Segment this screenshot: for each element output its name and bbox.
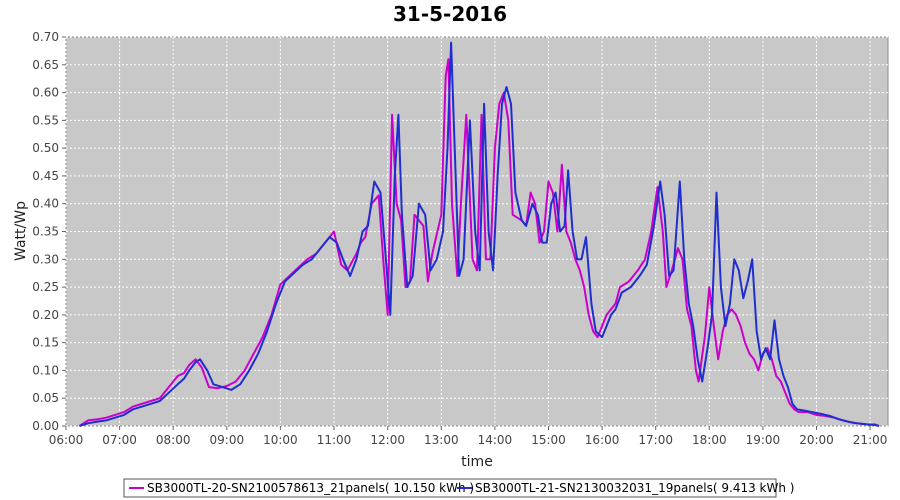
- series-line-2: [79, 41, 880, 427]
- legend-entry-2: SB3000TL-21-SN2130032031_19panels( 9.413…: [475, 481, 794, 495]
- y-tick-label: 0.15: [32, 336, 59, 350]
- y-tick-label: 0.00: [32, 419, 59, 433]
- y-axis-label: Watt/Wp: [13, 201, 29, 261]
- y-tick-label: 0.55: [32, 113, 59, 127]
- x-axis-label: time: [461, 454, 493, 470]
- x-tick-label: 20:00: [799, 433, 834, 447]
- legend-entry-1: SB3000TL-20-SN2100578613_21panels( 10.15…: [147, 481, 474, 495]
- y-tick-label: 0.65: [32, 58, 59, 72]
- x-tick-label: 12:00: [370, 433, 405, 447]
- x-tick-label: 19:00: [746, 433, 781, 447]
- y-tick-label: 0.10: [32, 363, 59, 377]
- x-tick-label: 21:00: [853, 433, 888, 447]
- x-tick-label: 13:00: [424, 433, 459, 447]
- x-tick-label: 07:00: [102, 433, 137, 447]
- x-tick-label: 15:00: [531, 433, 566, 447]
- y-axis-ticks: 0.00 0.05 0.10 0.15 0.20 0.25 0.30 0.35 0.40 0.45…: [32, 30, 66, 433]
- y-tick-label: 0.40: [32, 197, 59, 211]
- y-tick-label: 0.45: [32, 169, 59, 183]
- x-tick-label: 09:00: [210, 433, 245, 447]
- y-tick-label: 0.50: [32, 141, 59, 155]
- y-tick-label: 0.60: [32, 86, 59, 100]
- grid: [65, 36, 888, 427]
- x-tick-label: 16:00: [585, 433, 620, 447]
- y-tick-label: 0.35: [32, 225, 59, 239]
- y-tick-label: 0.30: [32, 252, 59, 266]
- y-tick-label: 0.05: [32, 391, 59, 405]
- x-axis-ticks: 06:00 07:00 08:00 09:00 10:00 11:00 12:00 13:00…: [49, 426, 888, 447]
- x-tick-label: 08:00: [156, 433, 191, 447]
- y-tick-label: 0.20: [32, 308, 59, 322]
- x-tick-label: 10:00: [263, 433, 298, 447]
- x-tick-label: 11:00: [317, 433, 352, 447]
- x-tick-label: 06:00: [49, 433, 84, 447]
- x-tick-label: 14:00: [478, 433, 513, 447]
- y-tick-label: 0.70: [32, 30, 59, 44]
- plot-area: [65, 36, 889, 427]
- x-tick-label: 18:00: [692, 433, 727, 447]
- x-tick-label: 17:00: [638, 433, 673, 447]
- legend-box: [123, 478, 777, 498]
- y-tick-label: 0.25: [32, 280, 59, 294]
- chart-title: 31-5-2016: [393, 2, 507, 26]
- series-group: [78, 41, 880, 427]
